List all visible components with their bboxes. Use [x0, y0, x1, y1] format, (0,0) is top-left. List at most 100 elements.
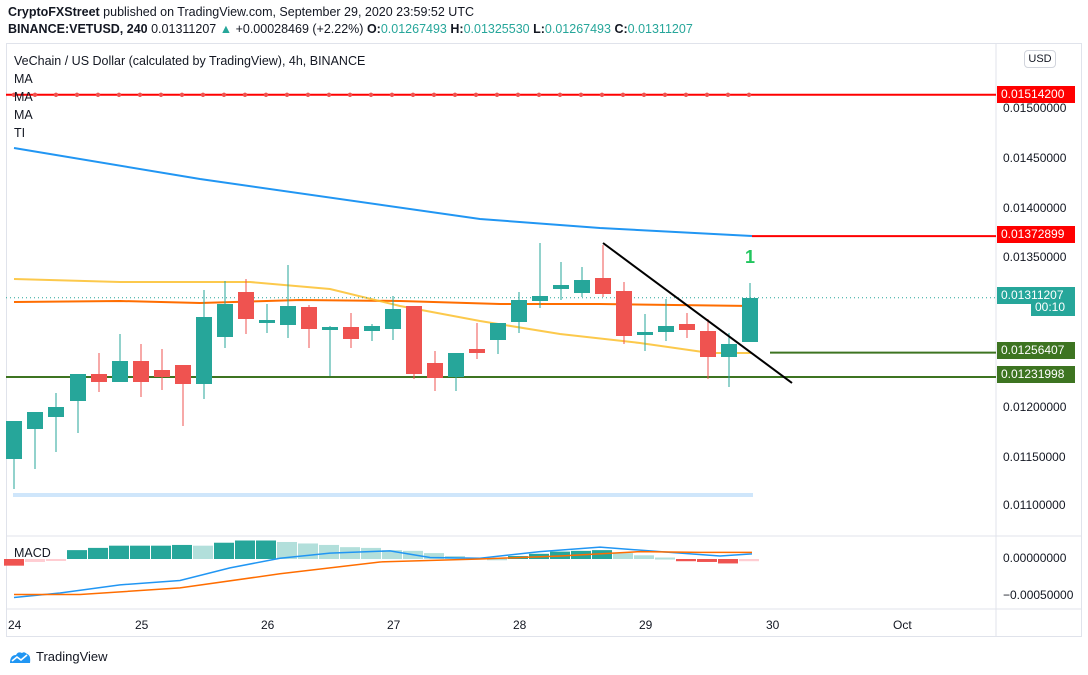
time-tick-label: 25	[135, 618, 149, 632]
line-marker-dot	[200, 92, 206, 98]
line-marker-dot	[452, 92, 458, 98]
legend-item-ma[interactable]: MA	[14, 90, 33, 104]
line-marker-dot	[263, 92, 269, 98]
macd-histogram-bar	[655, 557, 675, 560]
line-marker-dot	[368, 92, 374, 98]
chart-legend: VeChain / US Dollar (calculated by Tradi…	[14, 52, 365, 142]
macd-legend[interactable]: MACD	[14, 546, 51, 560]
time-tick-label: 28	[513, 618, 527, 632]
line-marker-dot	[95, 92, 101, 98]
legend-item-ma[interactable]: MA	[14, 72, 33, 86]
macd-histogram-bar	[634, 555, 654, 559]
candle-body	[364, 326, 380, 331]
line-marker-dot	[11, 92, 17, 98]
line-marker-dot	[746, 92, 752, 98]
line-marker-dot	[137, 92, 143, 98]
low-label: L:	[533, 22, 545, 36]
candle-body	[679, 324, 695, 330]
macd-histogram-bar	[109, 545, 129, 559]
line-marker-dot	[557, 92, 563, 98]
candle-body	[175, 365, 191, 384]
publish-text: published on TradingView.com, September …	[99, 5, 474, 19]
price-tick-label: 0.00000000	[1003, 551, 1067, 565]
line-marker-dot	[431, 92, 437, 98]
macd-histogram-bar	[256, 540, 276, 559]
line-marker-dot	[221, 92, 227, 98]
line-marker-dot	[725, 92, 731, 98]
annotation-marker: 1	[745, 247, 756, 267]
candle-body	[742, 298, 758, 342]
currency-button[interactable]: USD	[1024, 50, 1056, 68]
high-label: H:	[450, 22, 464, 36]
line-marker-dot	[704, 92, 710, 98]
macd-histogram-bar	[361, 547, 381, 559]
price-tick-label: −0.00050000	[1003, 588, 1074, 602]
candle-body	[469, 349, 485, 353]
candle-body	[406, 306, 422, 374]
macd-histogram-bar	[319, 544, 339, 559]
ohlc-bar: BINANCE:VETUSD, 240 0.01311207 ▲ +0.0002…	[8, 22, 693, 36]
macd-histogram-bar	[4, 559, 24, 566]
high-value: 0.01325530	[463, 22, 530, 36]
time-tick-label: 29	[639, 618, 653, 632]
line-marker-dot	[683, 92, 689, 98]
macd-histogram-bar	[151, 545, 171, 559]
candle-body	[616, 291, 632, 336]
line-marker-dot	[473, 92, 479, 98]
line-marker-dot	[284, 92, 290, 98]
time-tick-label: 24	[8, 618, 22, 632]
line-marker-dot	[410, 92, 416, 98]
macd-histogram-bar	[25, 559, 45, 562]
candle-body	[448, 353, 464, 377]
line-marker-dot	[53, 92, 59, 98]
line-marker-dot	[32, 92, 38, 98]
macd-histogram-bar	[193, 545, 213, 559]
line-marker-dot	[242, 92, 248, 98]
price-level-label: 0.01231998	[997, 366, 1075, 383]
macd-histogram-bar	[382, 550, 402, 559]
line-marker-dot	[641, 92, 647, 98]
moving-average-line	[13, 278, 752, 354]
price-change: +0.00028469 (+2.22%)	[235, 22, 364, 36]
candle-body	[385, 309, 401, 329]
legend-item-ti[interactable]: TI	[14, 126, 26, 140]
macd-histogram-bar	[214, 542, 234, 559]
line-marker-dot	[179, 92, 185, 98]
line-marker-dot	[599, 92, 605, 98]
macd-histogram-bar	[277, 541, 297, 559]
candle-body	[700, 331, 716, 357]
publish-info: CryptoFXStreet published on TradingView.…	[8, 5, 474, 19]
line-marker-dot	[74, 92, 80, 98]
moving-average-line	[13, 298, 753, 307]
candle-body	[112, 361, 128, 382]
time-tick-label: Oct	[893, 618, 912, 632]
tradingview-logo-icon	[10, 651, 31, 663]
legend-item-ma[interactable]: MA	[14, 108, 33, 122]
line-marker-dot	[536, 92, 542, 98]
candle-body	[532, 296, 548, 301]
price-tick-label: 0.01200000	[1003, 400, 1067, 414]
open-value: 0.01267493	[380, 22, 447, 36]
candle-body	[6, 421, 22, 459]
open-label: O:	[366, 22, 381, 36]
price-tick-label: 0.01450000	[1003, 151, 1067, 165]
candle-body	[595, 278, 611, 294]
line-marker-dot	[326, 92, 332, 98]
candle-body	[343, 327, 359, 339]
candle-body	[427, 363, 443, 378]
line-marker-dot	[578, 92, 584, 98]
line-marker-dot	[662, 92, 668, 98]
macd-histogram-bar	[739, 559, 759, 562]
macd-histogram-bar	[88, 547, 108, 559]
candle-body	[196, 317, 212, 384]
candle-body	[574, 280, 590, 293]
candle-body	[637, 332, 653, 335]
macd-histogram-bar	[487, 558, 507, 561]
close-label: C:	[614, 22, 628, 36]
publisher-name[interactable]: CryptoFXStreet	[8, 5, 100, 19]
tradingview-branding[interactable]: TradingView	[8, 649, 108, 664]
chart-title: VeChain / US Dollar (calculated by Tradi…	[14, 54, 366, 68]
macd-histogram-bar	[697, 559, 717, 562]
time-tick-label: 27	[387, 618, 401, 632]
